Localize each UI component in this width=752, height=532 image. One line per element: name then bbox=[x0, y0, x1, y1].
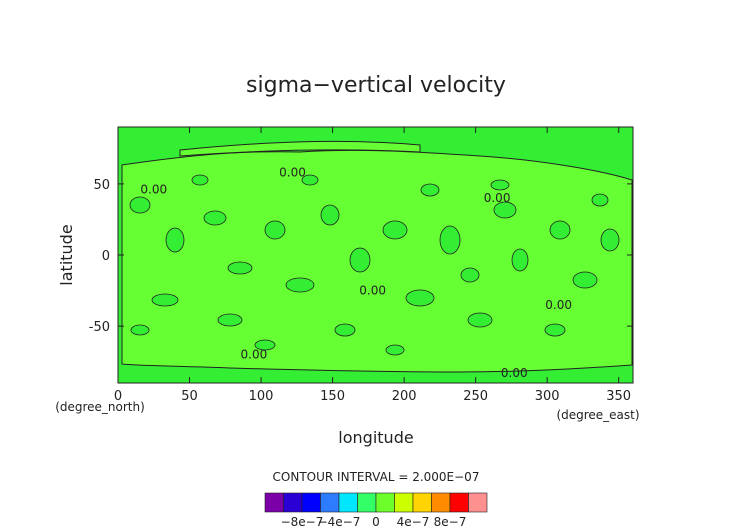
y-tick-label: -50 bbox=[89, 320, 110, 335]
colorbar-swatch bbox=[283, 492, 303, 513]
colorbar-swatch bbox=[431, 492, 451, 513]
contour-label: 0.00 bbox=[359, 284, 386, 298]
x-tick-label: 150 bbox=[320, 389, 345, 404]
contour-cell bbox=[217, 313, 243, 327]
chart-title: sigma−vertical velocity bbox=[246, 73, 506, 98]
colorbar-swatch bbox=[320, 492, 340, 513]
contour-cell bbox=[460, 267, 480, 283]
contour-regions bbox=[121, 140, 633, 373]
x-tick-label: 100 bbox=[249, 389, 274, 404]
colorbar-swatch bbox=[394, 492, 414, 513]
contour-label: 0.00 bbox=[140, 183, 167, 197]
contour-label: 0.00 bbox=[501, 366, 528, 380]
colorbar bbox=[264, 492, 488, 513]
contour-cell bbox=[591, 193, 609, 207]
contour-cell bbox=[151, 293, 179, 307]
contour-cell bbox=[320, 204, 340, 226]
colorbar-swatch bbox=[375, 492, 395, 513]
contour-label: 0.00 bbox=[545, 298, 572, 312]
contour-cell bbox=[334, 323, 356, 337]
contour-cell bbox=[382, 220, 408, 240]
x-tick-label: 350 bbox=[606, 389, 631, 404]
x-tick-label: 300 bbox=[535, 389, 560, 404]
colorbar-swatch bbox=[338, 492, 358, 513]
contour-cell bbox=[544, 323, 566, 337]
contour-cell bbox=[490, 179, 510, 191]
y-axis-label: latitude bbox=[57, 224, 76, 285]
colorbar-swatch bbox=[449, 492, 469, 513]
contour-cell bbox=[600, 228, 620, 252]
x-tick-label: 50 bbox=[181, 389, 198, 404]
colorbar-tick-label: 4e−7 bbox=[397, 515, 430, 529]
y-tick-label: 0 bbox=[102, 249, 110, 264]
y-axis-ticks: -50 0 50 bbox=[89, 178, 633, 335]
contour-label: 0.00 bbox=[279, 166, 306, 180]
contour-cell bbox=[405, 289, 435, 307]
contour-cell bbox=[165, 227, 185, 253]
contour-cell bbox=[129, 196, 151, 214]
contour-cell bbox=[420, 183, 440, 197]
x-axis-ticks: 0 50 100 150 200 250 300 350 bbox=[114, 127, 631, 404]
contour-cell bbox=[130, 324, 150, 336]
x-tick-label: 0 bbox=[114, 389, 122, 404]
contour-cell bbox=[439, 225, 461, 255]
contour-label: 0.00 bbox=[241, 348, 268, 362]
x-tick-label: 250 bbox=[463, 389, 488, 404]
contour-cell bbox=[203, 210, 227, 226]
colorbar-tick-labels: −8e−7−4e−7 0 4e−7 8e−7 bbox=[281, 515, 467, 529]
colorbar-swatch bbox=[412, 492, 432, 513]
contour-cell bbox=[227, 261, 253, 275]
contour-cell bbox=[264, 220, 286, 240]
contour-cell bbox=[301, 174, 319, 186]
contour-cell bbox=[549, 220, 571, 240]
contour-cell bbox=[254, 339, 276, 351]
colorbar-swatch bbox=[357, 492, 377, 513]
contour-cell bbox=[467, 312, 493, 328]
contour-label: 0.00 bbox=[484, 191, 511, 205]
colorbar-swatch bbox=[468, 492, 488, 513]
contour-cell bbox=[349, 247, 371, 273]
contour-cell bbox=[511, 248, 529, 272]
y-tick-label: 50 bbox=[93, 178, 110, 193]
contour-region bbox=[179, 140, 421, 157]
contour-labels: 0.00 0.00 0.00 0.00 0.00 0.00 0.00 bbox=[140, 166, 572, 381]
contour-cell bbox=[191, 174, 209, 186]
colorbar-tick-label: −8e−7 bbox=[281, 515, 324, 529]
contour-cell bbox=[493, 201, 517, 219]
plot-area: 0.00 0.00 0.00 0.00 0.00 0.00 0.00 bbox=[117, 126, 634, 384]
contour-cell bbox=[285, 277, 315, 293]
x-axis-unit: (degree_east) bbox=[556, 408, 639, 422]
contour-cell bbox=[572, 271, 598, 289]
colorbar-swatch bbox=[301, 492, 321, 513]
x-tick-label: 200 bbox=[392, 389, 417, 404]
contour-cell bbox=[385, 344, 405, 356]
contour-interval-text: CONTOUR INTERVAL = 2.000E−07 bbox=[273, 470, 480, 484]
x-axis-label: longitude bbox=[338, 428, 413, 447]
colorbar-swatch bbox=[264, 492, 284, 513]
colorbar-tick-label: 8e−7 bbox=[434, 515, 467, 529]
colorbar-tick-label: −4e−7 bbox=[318, 515, 361, 529]
y-axis-unit: (degree_north) bbox=[55, 400, 145, 414]
colorbar-tick-label: 0 bbox=[372, 515, 380, 529]
